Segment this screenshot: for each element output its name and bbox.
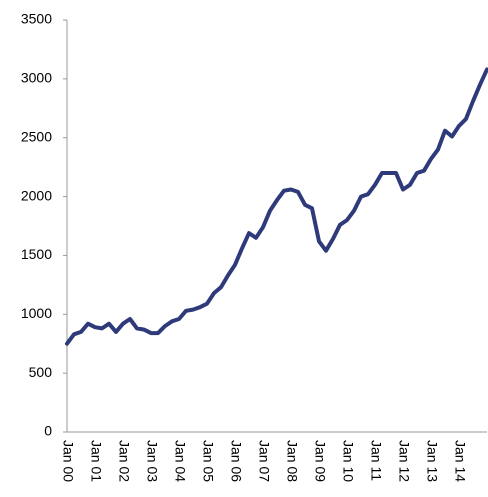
- y-tick-label: 3500: [21, 11, 52, 27]
- data-line: [65, 67, 488, 346]
- x-tick-label: Jan 03: [144, 440, 160, 482]
- y-tick-label: 2500: [21, 128, 52, 144]
- y-tick-label: 0: [44, 423, 52, 439]
- x-tick-label: Jan 11: [368, 440, 384, 481]
- x-tick-label: Jan 12: [396, 440, 412, 482]
- x-tick-label: Jan 01: [88, 440, 104, 482]
- x-tick-label: Jan 09: [312, 440, 328, 482]
- x-tick-label: Jan 14: [452, 440, 468, 482]
- x-tick-label: Jan 07: [256, 440, 272, 482]
- y-tick-label: 1000: [21, 305, 52, 321]
- x-tick-label: Jan 13: [424, 440, 440, 482]
- x-tick-label: Jan 06: [228, 440, 244, 482]
- x-tick-label: Jan 10: [340, 440, 356, 482]
- y-tick-label: 2000: [21, 187, 52, 203]
- y-tick-label: 1500: [21, 246, 52, 262]
- y-tick-label: 500: [29, 364, 53, 380]
- y-tick-label: 3000: [21, 70, 52, 86]
- x-tick-label: Jan 00: [60, 440, 76, 482]
- x-tick-label: Jan 04: [172, 440, 188, 482]
- x-tick-label: Jan 02: [116, 440, 132, 482]
- x-tick-label: Jan 08: [284, 440, 300, 482]
- x-tick-label: Jan 05: [200, 440, 216, 482]
